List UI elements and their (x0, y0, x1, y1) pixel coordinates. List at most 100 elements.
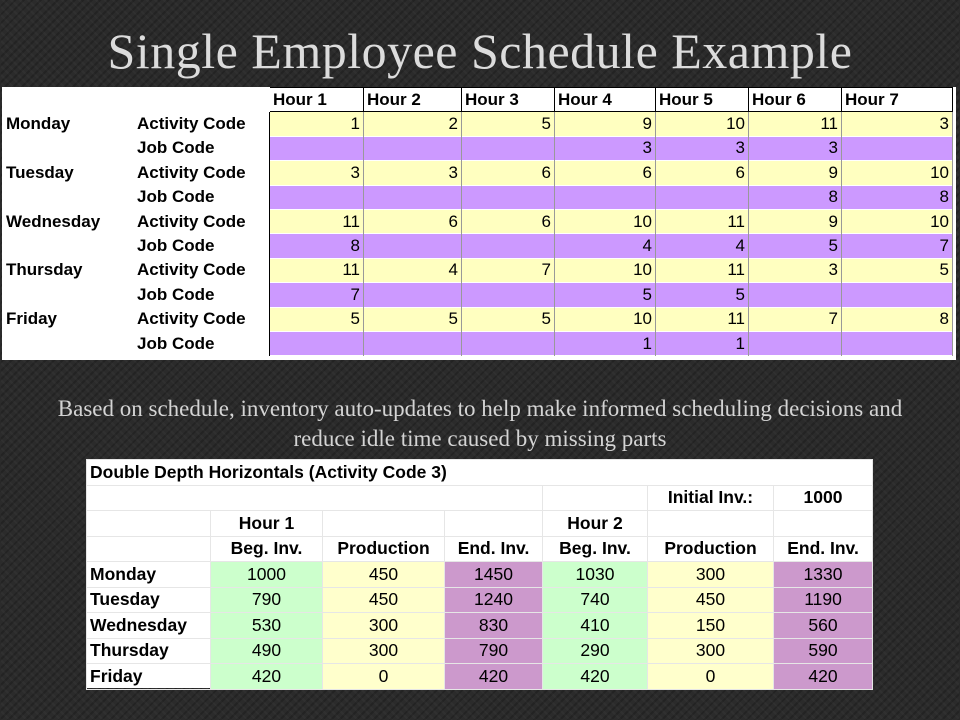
col-beg-inv: Beg. Inv. (542, 535, 648, 562)
production-cell: 150 (647, 612, 774, 639)
job-code-cell (655, 185, 749, 210)
activity-code-label: Activity Code (133, 160, 270, 186)
job-code-cell: 8 (269, 233, 364, 259)
activity-code-cell: 10 (554, 306, 656, 332)
day-label: Friday (2, 306, 134, 332)
end-inv-cell: 590 (772, 637, 874, 664)
beg-inv-cell: 420 (542, 663, 648, 690)
inventory-day-label: Monday (86, 561, 211, 588)
activity-code-cell: 3 (748, 257, 842, 283)
job-code-cell: 1 (655, 331, 749, 356)
day-label: Monday (2, 111, 134, 137)
day-label: Tuesday (2, 160, 134, 186)
activity-code-label: Activity Code (133, 257, 270, 283)
activity-code-cell: 9 (748, 160, 842, 186)
job-row: Job Code 1 1 (3, 331, 953, 356)
inventory-day-label: Tuesday (86, 586, 211, 613)
hour-header: Hour 5 (655, 86, 749, 113)
job-code-cell: 5 (554, 282, 656, 308)
job-code-cell (363, 233, 462, 259)
col-production: Production (322, 535, 445, 562)
inventory-title-row: Double Depth Horizontals (Activity Code … (85, 459, 874, 486)
job-code-cell (363, 331, 462, 356)
job-code-label: Job Code (133, 282, 270, 308)
job-row: Job Code 3 3 3 (3, 136, 953, 161)
end-inv-cell: 560 (772, 612, 874, 639)
production-cell: 300 (322, 637, 445, 664)
job-code-label: Job Code (133, 136, 270, 161)
slide-title: Single Employee Schedule Example (107, 23, 853, 79)
activity-code-cell: 10 (554, 257, 656, 283)
col-production: Production (647, 535, 774, 562)
hour-header: Hour 7 (841, 86, 953, 113)
col-end-inv: End. Inv. (444, 535, 543, 562)
inventory-row: Wednesday 530 300 830 410 150 560 (86, 612, 874, 639)
day-blank-cell (3, 331, 134, 355)
job-code-cell (269, 185, 364, 210)
inventory-table: Double Depth Horizontals (Activity Code … (85, 459, 874, 690)
inventory-day-label: Friday (86, 663, 211, 690)
column-header-row: Beg. Inv. Production End. Inv. Beg. Inv.… (86, 535, 874, 562)
end-inv-cell: 790 (444, 637, 543, 664)
day-blank-cell (3, 234, 134, 258)
initial-inventory-row: Initial Inv.: 1000 (86, 484, 874, 511)
inventory-day-label: Wednesday (86, 612, 211, 639)
day-label: Thursday (2, 257, 134, 283)
description-line: reduce idle time caused by missing parts (293, 426, 667, 451)
day-blank-cell (3, 136, 134, 160)
activity-code-cell: 11 (269, 257, 364, 283)
job-code-cell (461, 185, 555, 210)
hour-header: Hour 1 (269, 86, 364, 113)
inventory-row: Tuesday 790 450 1240 740 450 1190 (86, 586, 874, 613)
activity-code-cell: 10 (841, 160, 953, 186)
hour-header: Hour 4 (554, 86, 656, 113)
col-beg-inv: Beg. Inv. (210, 535, 323, 562)
job-code-cell (363, 136, 462, 161)
hour-header: Hour 2 (363, 86, 462, 113)
inventory-row: Friday 420 0 420 420 0 420 (86, 663, 874, 690)
job-code-cell: 5 (655, 282, 749, 308)
activity-code-cell: 11 (655, 257, 749, 283)
activity-code-cell: 5 (841, 257, 953, 283)
activity-code-cell: 5 (269, 306, 364, 332)
schedule-table: Hour 1 Hour 2 Hour 3 Hour 4 Hour 5 Hour … (2, 86, 956, 360)
activity-code-cell: 6 (461, 208, 555, 234)
inventory-row: Monday 1000 450 1450 1030 300 1330 (86, 561, 874, 588)
production-cell: 450 (647, 586, 774, 613)
hour1-label: Hour 1 (210, 510, 323, 537)
activity-row: Friday Activity Code 5 5 5 10 11 7 8 (2, 306, 953, 332)
beg-inv-cell: 740 (542, 586, 648, 613)
beg-inv-cell: 410 (542, 612, 648, 639)
activity-row: Thursday Activity Code 11 4 7 10 11 3 5 (2, 257, 953, 283)
activity-code-cell: 10 (554, 208, 656, 234)
job-code-label: Job Code (133, 185, 270, 210)
job-code-label: Job Code (133, 331, 270, 356)
production-cell: 450 (322, 561, 445, 588)
job-code-cell: 8 (748, 185, 842, 210)
job-code-cell: 3 (748, 136, 842, 161)
job-code-cell: 8 (841, 185, 953, 210)
production-cell: 450 (322, 586, 445, 613)
beg-inv-cell: 290 (542, 637, 648, 664)
production-cell: 300 (647, 561, 774, 588)
schedule-header-row: Hour 1 Hour 2 Hour 3 Hour 4 Hour 5 Hour … (3, 86, 953, 113)
beg-inv-cell: 420 (210, 663, 323, 690)
initial-inv-value: 1000 (772, 484, 874, 511)
activity-code-cell: 6 (461, 160, 555, 186)
job-code-cell (461, 136, 555, 161)
hour2-label: Hour 2 (542, 510, 648, 537)
activity-row: Wednesday Activity Code 11 6 6 10 11 9 10 (2, 208, 953, 234)
activity-code-cell: 6 (363, 208, 462, 234)
job-code-label: Job Code (133, 233, 270, 259)
beg-inv-cell: 530 (210, 612, 323, 639)
job-code-cell (554, 185, 656, 210)
job-code-cell: 7 (841, 233, 953, 259)
activity-code-cell: 11 (269, 208, 364, 234)
job-code-cell: 5 (748, 233, 842, 259)
beg-inv-cell: 1030 (542, 561, 648, 588)
job-code-cell: 1 (554, 331, 656, 356)
beg-inv-cell: 790 (210, 586, 323, 613)
day-blank-cell (3, 185, 134, 209)
job-code-cell (841, 331, 953, 356)
activity-code-cell: 3 (841, 111, 953, 137)
